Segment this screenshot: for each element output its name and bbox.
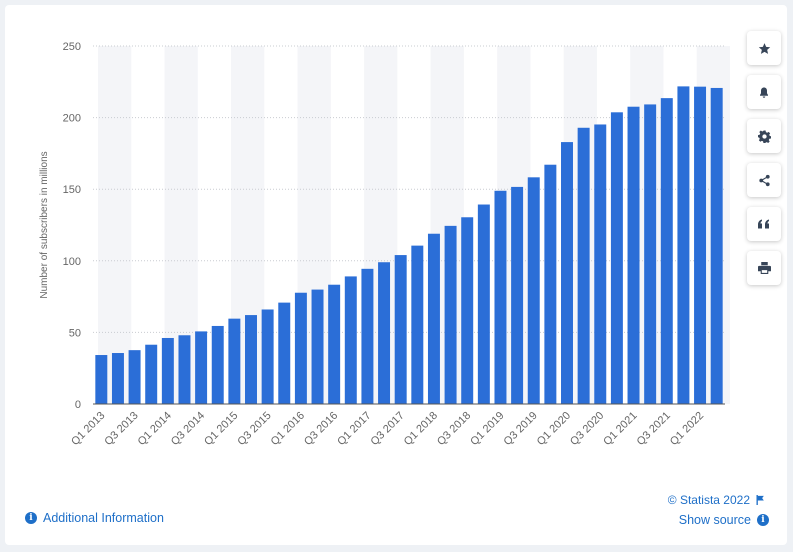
- bar[interactable]: [594, 124, 607, 404]
- y-tick-label: 150: [63, 184, 81, 196]
- x-tick-label: Q3 2013: [102, 410, 140, 448]
- flag-icon: [756, 495, 764, 505]
- x-tick-label: Q1 2021: [601, 410, 639, 448]
- additional-info-link[interactable]: i Additional Information: [25, 511, 164, 525]
- x-tick-label: Q3 2019: [502, 410, 540, 448]
- x-tick-label: Q3 2016: [302, 410, 340, 448]
- bar[interactable]: [128, 350, 141, 404]
- x-tick-label: Q1 2017: [335, 410, 373, 448]
- y-tick-label: 250: [63, 41, 81, 53]
- bell-icon: [760, 87, 768, 98]
- bars: [95, 86, 723, 405]
- bar[interactable]: [195, 331, 208, 404]
- bar[interactable]: [328, 284, 341, 404]
- bar[interactable]: [311, 289, 324, 404]
- bar[interactable]: [710, 87, 723, 404]
- star-icon: [758, 42, 770, 54]
- bar[interactable]: [378, 262, 391, 404]
- info-icon: i: [25, 512, 37, 524]
- bar[interactable]: [361, 268, 374, 404]
- bar[interactable]: [610, 112, 623, 404]
- x-tick-label: Q1 2014: [136, 410, 174, 448]
- bar[interactable]: [561, 142, 573, 404]
- y-tick-label: 0: [75, 399, 81, 411]
- bar[interactable]: [294, 292, 307, 404]
- x-tick-label: Q1 2020: [535, 410, 573, 448]
- x-tick-label: Q3 2017: [368, 410, 406, 448]
- x-tick-label: Q1 2016: [269, 410, 307, 448]
- bar[interactable]: [344, 276, 357, 404]
- bar[interactable]: [477, 204, 490, 404]
- x-tick-label: Q3 2015: [235, 410, 273, 448]
- x-tick-label: Q3 2020: [568, 410, 606, 448]
- bar[interactable]: [461, 217, 474, 404]
- chart-card: 0 50 100 150 200 250 Q1 2013 Q3 2013 Q1 2014 Q3 …: [5, 5, 787, 545]
- print-icon: [757, 262, 771, 274]
- x-tick-label: Q1 2018: [402, 410, 440, 448]
- bar[interactable]: [411, 245, 424, 404]
- x-tick-label: Q3 2018: [435, 410, 473, 448]
- bar[interactable]: [544, 164, 557, 404]
- print-button[interactable]: [747, 251, 781, 285]
- show-source-text: Show source: [678, 513, 751, 527]
- y-tick-label: 200: [63, 113, 81, 125]
- x-tick-label: Q1 2019: [468, 410, 506, 448]
- info-icon: i: [757, 514, 769, 526]
- x-tick-label: Q1 2013: [69, 410, 107, 448]
- copyright-text: © Statista 2022: [667, 493, 750, 507]
- cite-button[interactable]: [747, 207, 781, 241]
- favorite-button[interactable]: [747, 31, 781, 65]
- copyright[interactable]: © Statista 2022: [668, 493, 765, 507]
- bar[interactable]: [228, 318, 241, 404]
- gear-icon: [757, 130, 771, 143]
- column-band: [97, 46, 132, 404]
- bar[interactable]: [627, 106, 640, 404]
- bar[interactable]: [95, 355, 108, 404]
- bar[interactable]: [494, 190, 507, 404]
- bar[interactable]: [161, 337, 174, 404]
- bar[interactable]: [278, 302, 291, 404]
- bar[interactable]: [644, 104, 657, 404]
- bar[interactable]: [211, 325, 224, 404]
- bar[interactable]: [527, 177, 540, 404]
- x-tick-label: Q1 2022: [668, 410, 706, 448]
- share-icon: [758, 174, 770, 186]
- settings-button[interactable]: [747, 119, 781, 153]
- bar[interactable]: [660, 98, 673, 404]
- bar[interactable]: [511, 186, 524, 404]
- x-tick-label: Q3 2014: [169, 410, 207, 448]
- bar[interactable]: [577, 127, 590, 404]
- bar[interactable]: [178, 335, 191, 404]
- y-axis-ticks: 0 50 100 150 200 250: [63, 41, 81, 411]
- bar[interactable]: [145, 344, 158, 404]
- bar[interactable]: [394, 255, 407, 404]
- bar[interactable]: [261, 309, 274, 404]
- bar[interactable]: [245, 315, 257, 404]
- bar[interactable]: [111, 353, 124, 404]
- bar[interactable]: [427, 233, 440, 404]
- additional-info-text: Additional Information: [43, 511, 164, 525]
- share-button[interactable]: [747, 163, 781, 197]
- y-tick-label: 50: [69, 327, 81, 339]
- x-tick-label: Q1 2015: [202, 410, 240, 448]
- y-axis-label: Number of subscribers in millions: [39, 151, 50, 298]
- quote-icon: [758, 219, 769, 228]
- y-tick-label: 100: [63, 256, 81, 268]
- show-source-link[interactable]: Show source i: [679, 513, 769, 527]
- bar[interactable]: [677, 86, 690, 405]
- notification-button[interactable]: [747, 75, 781, 109]
- x-tick-label: Q3 2021: [635, 410, 673, 448]
- bar[interactable]: [444, 225, 457, 404]
- bar[interactable]: [694, 86, 707, 405]
